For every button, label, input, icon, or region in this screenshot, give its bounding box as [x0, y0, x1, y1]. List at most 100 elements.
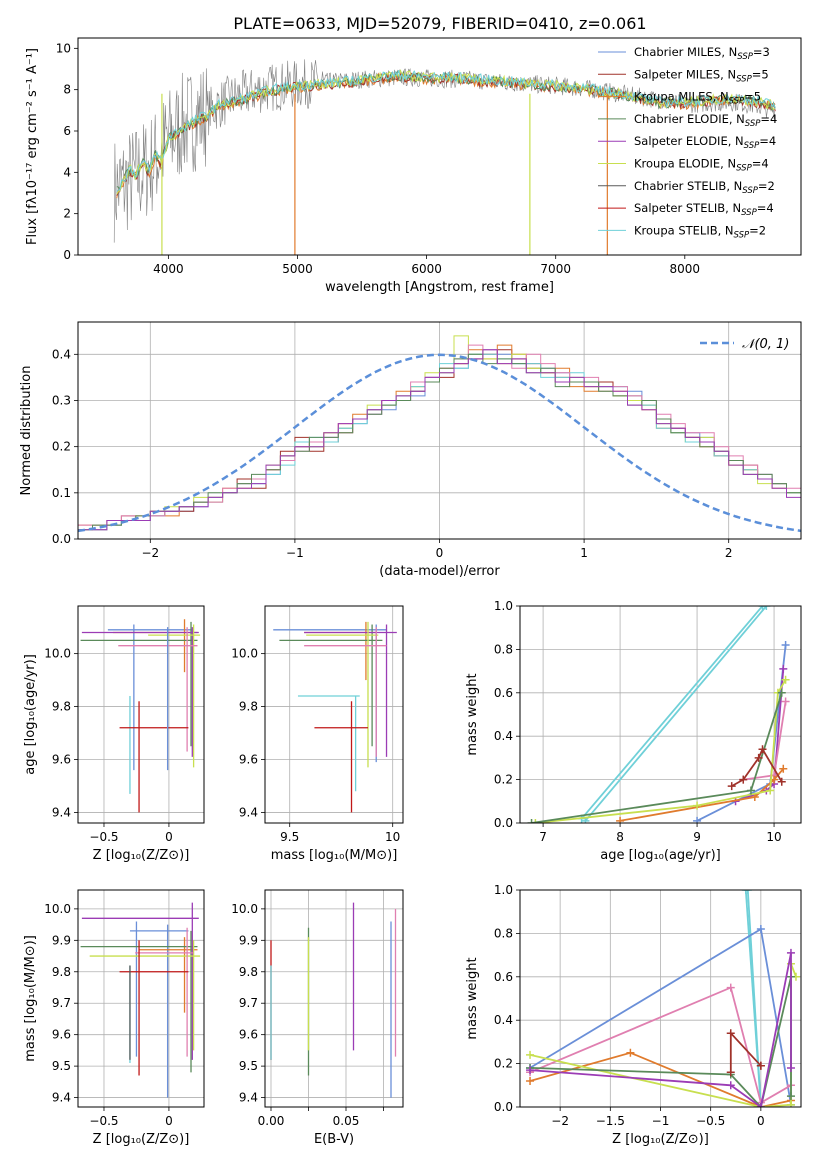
weight-marker	[786, 1063, 795, 1072]
axes-frame	[77, 37, 802, 256]
y-tick-label: 9.8	[52, 700, 71, 714]
weight-marker	[786, 1092, 795, 1101]
y-tick-label: 9.7	[52, 996, 71, 1010]
panel-weight_vs_Z: −2 −1.5 −1 −0.5 0 0.0 0.2 0.4 0.6 0.8 1.0 Z [log₁₀(…	[465, 883, 802, 1147]
weight-marker	[527, 819, 536, 823]
y-tick-label: 10.0	[44, 647, 71, 661]
y-tick-label: 10.0	[44, 902, 71, 916]
plot-area	[113, 59, 776, 255]
plot-area	[80, 902, 201, 1098]
axes-frame	[519, 889, 802, 1108]
weight-marker	[786, 948, 795, 957]
weight-marker	[781, 675, 790, 684]
weight-line	[580, 606, 764, 820]
x-axis-label: Z [log₁₀(Z/Z⊙)]	[93, 848, 190, 863]
weight-marker	[779, 664, 788, 673]
x-tick-label: 8000	[670, 262, 701, 276]
y-tick-label: 9.8	[239, 965, 258, 979]
x-tick-label: 0	[165, 830, 173, 844]
axes-frame	[264, 605, 404, 824]
weight-line	[584, 606, 768, 822]
legend-entry-sub: SSP	[744, 141, 760, 151]
observed-spectrum-line	[113, 59, 776, 243]
legend-entry-label: Chabrier STELIB, N	[634, 179, 742, 193]
histogram-step	[78, 349, 801, 531]
y-tick-label: 0.3	[52, 393, 71, 407]
axes-frame	[77, 321, 802, 540]
weight-marker	[526, 1050, 535, 1059]
y-axis-label: Flux [fλ10⁻¹⁷ erg cm⁻² s⁻¹ A⁻¹]	[25, 48, 40, 245]
weight-marker	[726, 1068, 735, 1077]
weight-marker	[726, 1081, 735, 1090]
y-tick-label: 10.0	[231, 902, 258, 916]
legend-entry-value: =4	[757, 201, 774, 215]
plot-area	[80, 619, 201, 813]
panel-weight_vs_age: 7 8 9 10 0.0 0.2 0.4 0.6 0.8 1.0 age [log₁₀(age/yr…	[465, 599, 802, 863]
y-tick-label: 9.4	[52, 805, 71, 819]
legend-entry-value: =5	[744, 90, 761, 104]
x-axis-label: wavelength [Angstrom, rest frame]	[325, 280, 554, 295]
y-tick-label: 0.4	[494, 729, 513, 743]
legend-entry-sub: SSP	[741, 208, 757, 218]
panel-mass_vs_ebv: 0.00 0.05 9.4 9.5 9.6 9.7 9.8 9.9 10.0 E(B-V)	[231, 889, 404, 1147]
y-tick-label: 0.2	[494, 773, 513, 787]
y-tick-label: 9.6	[239, 1028, 258, 1042]
plot-area	[270, 902, 397, 1098]
panel-age_vs_mass: 9.5 10 9.4 9.6 9.8 10.0 mass [log₁₀(M/M⊙)]	[231, 605, 404, 863]
legend-entry: Kroupa MILES, NSSP=5	[634, 90, 761, 107]
weight-line	[746, 890, 762, 1107]
weight-marker	[746, 786, 755, 795]
plot-area	[527, 606, 790, 823]
y-tick-label: 0.4	[494, 1013, 513, 1027]
weight-marker	[741, 890, 750, 894]
y-tick-label: 0.8	[494, 926, 513, 940]
y-tick-label: 0.1	[52, 486, 71, 500]
weight-marker	[526, 1076, 535, 1085]
weight-marker	[756, 1061, 765, 1070]
x-tick-label: 4000	[153, 262, 184, 276]
x-tick-label: 5000	[282, 262, 313, 276]
x-tick-label: −1	[652, 1114, 670, 1128]
legend-entry: Salpeter MILES, NSSP=5	[634, 67, 769, 84]
panel-spectrum: 4000 5000 6000 7000 8000 0 2 4 6 8 10 wavelength [A…	[25, 37, 802, 295]
legend-entry-label: Chabrier ELODIE, N	[634, 112, 745, 126]
x-tick-label: 0	[165, 1114, 173, 1128]
legend-entry-label: Salpeter ELODIE, N	[634, 134, 744, 148]
weight-marker	[756, 1103, 765, 1107]
weight-marker	[726, 983, 735, 992]
x-tick-label: 2	[725, 546, 733, 560]
legend-entry-value: =2	[758, 179, 775, 193]
x-tick-label: 9.5	[280, 830, 299, 844]
legend-entry-label: Kroupa STELIB, N	[634, 223, 734, 237]
y-tick-label: 0.2	[52, 440, 71, 454]
x-tick-label: 10	[766, 830, 781, 844]
weight-line	[531, 692, 783, 823]
panel-mass_vs_Z: −0.5 0 9.4 9.5 9.6 9.7 9.8 9.9 10.0 Z [log₁₀(Z/Z⊙…	[23, 889, 205, 1147]
x-tick-label: 0	[757, 1114, 765, 1128]
legend-entry-sub: SSP	[729, 97, 745, 107]
y-tick-label: 0.6	[494, 686, 513, 700]
legend-entry: Kroupa ELODIE, NSSP=4	[634, 157, 769, 174]
weight-line	[529, 986, 792, 1105]
x-tick-label: 10	[385, 830, 400, 844]
y-tick-label: 10.0	[231, 647, 258, 661]
legend-entry: Salpeter STELIB, NSSP=4	[634, 201, 774, 218]
x-axis-label: Z [log₁₀(Z/Z⊙)]	[612, 1132, 709, 1147]
legend-entry: Chabrier ELODIE, NSSP=4	[634, 112, 777, 129]
y-tick-label: 9.4	[239, 805, 258, 819]
weight-marker	[766, 786, 775, 795]
x-tick-label: 0.05	[333, 1114, 360, 1128]
y-tick-label: 0.4	[52, 347, 71, 361]
weight-marker	[743, 890, 752, 894]
axes-frame	[264, 889, 404, 1108]
axes-frame	[77, 605, 205, 824]
y-tick-label: 2	[63, 207, 71, 221]
y-tick-label: 8	[63, 83, 71, 97]
x-tick-label: −0.5	[89, 830, 118, 844]
y-axis-label: mass [log₁₀(M/M⊙)]	[23, 935, 38, 1062]
weight-marker	[626, 1048, 635, 1057]
figure-title: PLATE=0633, MJD=52079, FIBERID=0410, z=0…	[233, 14, 646, 33]
panel-residuals: −2 −1 0 1 2 0.0 0.1 0.2 0.3 0.4 (data-model)/error…	[19, 321, 802, 579]
y-tick-label: 9.5	[52, 1059, 71, 1073]
